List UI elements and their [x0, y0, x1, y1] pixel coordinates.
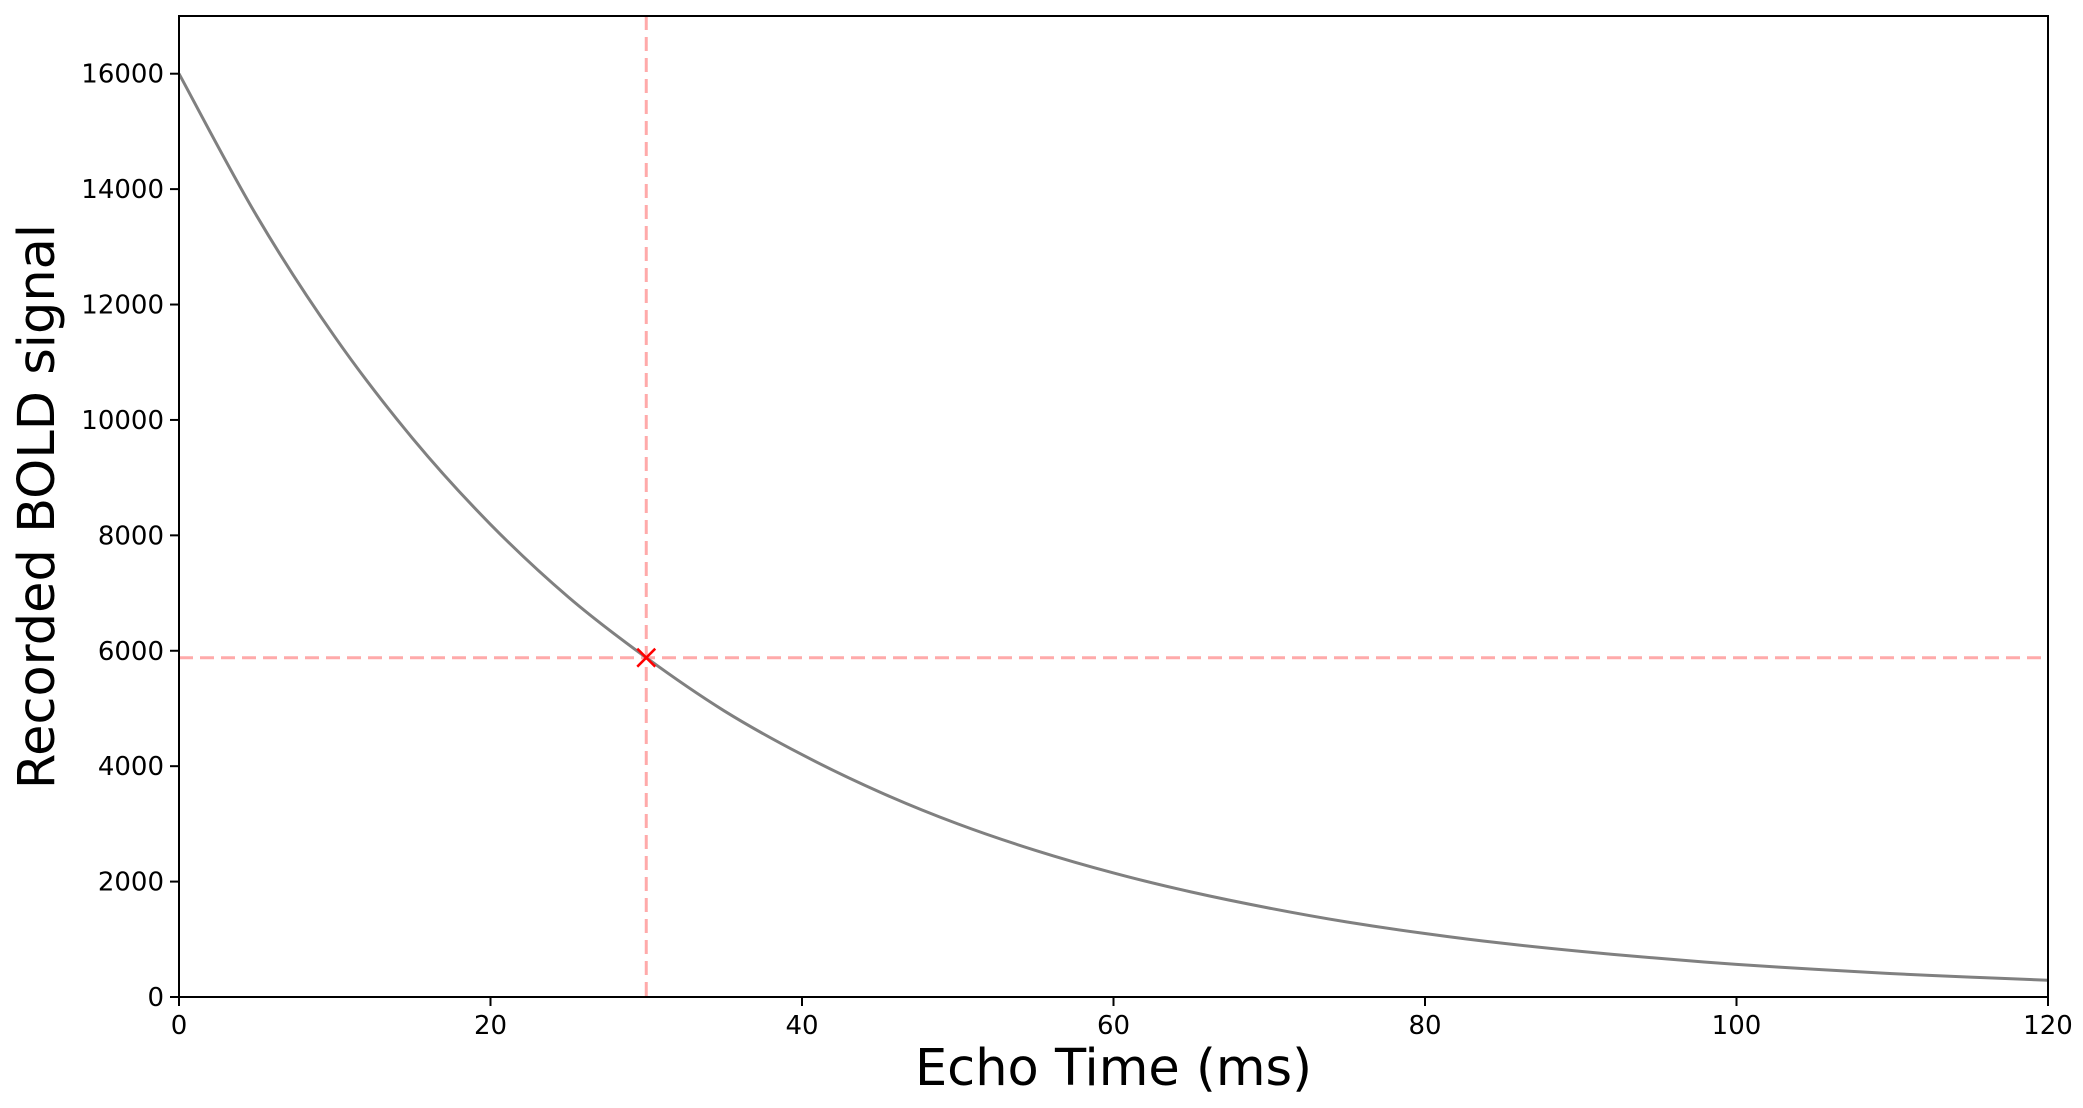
- x-tick-label: 20: [474, 1011, 507, 1041]
- y-tick-label: 12000: [81, 291, 164, 321]
- series-layer: [177, 72, 2049, 982]
- y-tick-label: 14000: [81, 175, 164, 205]
- x-tick-label: 120: [2023, 1011, 2073, 1041]
- series-line-0: [177, 72, 2049, 982]
- marker-stroke: [636, 647, 657, 668]
- y-tick-label: 16000: [81, 60, 164, 90]
- x-tick-label: 100: [1712, 1011, 1762, 1041]
- x-tick-label: 60: [1097, 1011, 1130, 1041]
- x-tick-label: 40: [785, 1011, 818, 1041]
- x-axis-ticks: 0 20 40 60 80 100 120: [171, 997, 2073, 1041]
- y-tick-label: 10000: [81, 406, 164, 436]
- marker-layer: [636, 647, 657, 668]
- x-tick-label: 80: [1408, 1011, 1441, 1041]
- marker-x-point: [636, 647, 657, 668]
- y-tick-label: 8000: [98, 521, 164, 551]
- y-tick-label: 0: [147, 983, 164, 1013]
- reference-lines: [179, 16, 2048, 997]
- x-tick-label: 0: [171, 1011, 188, 1041]
- y-axis-label: Recorded BOLD signal: [8, 224, 67, 789]
- x-axis-label: Echo Time (ms): [915, 1039, 1312, 1098]
- y-tick-label: 2000: [98, 868, 164, 898]
- y-axis-ticks: 0 2000 4000 6000 8000 10000 12000 14000 16000: [81, 60, 179, 1013]
- y-tick-label: 4000: [98, 752, 164, 782]
- y-tick-label: 6000: [98, 637, 164, 667]
